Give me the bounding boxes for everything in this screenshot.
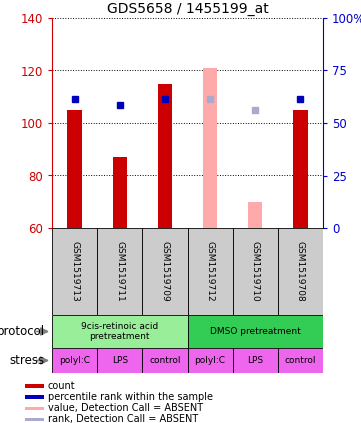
Text: GSM1519713: GSM1519713 <box>70 241 79 302</box>
Bar <box>248 202 262 228</box>
Text: polyI:C: polyI:C <box>59 356 90 365</box>
Bar <box>52 315 187 348</box>
Bar <box>158 84 172 228</box>
Bar <box>278 228 323 315</box>
Bar <box>187 315 323 348</box>
Text: 9cis-retinoic acid
pretreatment: 9cis-retinoic acid pretreatment <box>81 322 158 341</box>
Text: percentile rank within the sample: percentile rank within the sample <box>48 392 213 402</box>
Text: value, Detection Call = ABSENT: value, Detection Call = ABSENT <box>48 403 203 413</box>
Bar <box>25 418 44 421</box>
Text: GSM1519712: GSM1519712 <box>205 241 214 302</box>
Text: GSM1519710: GSM1519710 <box>251 241 260 302</box>
Text: control: control <box>149 356 180 365</box>
Bar <box>142 348 187 373</box>
Title: GDS5658 / 1455199_at: GDS5658 / 1455199_at <box>106 2 268 16</box>
Bar <box>52 348 97 373</box>
Bar <box>25 396 44 399</box>
Bar <box>97 348 142 373</box>
Bar <box>293 110 308 228</box>
Text: polyI:C: polyI:C <box>195 356 226 365</box>
Bar <box>142 228 187 315</box>
Bar <box>113 157 127 228</box>
Text: GSM1519711: GSM1519711 <box>115 241 124 302</box>
Bar <box>233 348 278 373</box>
Text: DMSO pretreatment: DMSO pretreatment <box>210 327 301 336</box>
Bar <box>278 348 323 373</box>
Text: LPS: LPS <box>112 356 128 365</box>
Text: GSM1519709: GSM1519709 <box>160 241 169 302</box>
Text: rank, Detection Call = ABSENT: rank, Detection Call = ABSENT <box>48 415 198 423</box>
Bar <box>52 228 97 315</box>
Text: count: count <box>48 381 75 391</box>
Bar <box>233 228 278 315</box>
Bar <box>25 385 44 388</box>
Bar <box>68 110 82 228</box>
Bar <box>203 68 217 228</box>
Bar <box>187 228 233 315</box>
Text: stress: stress <box>10 354 45 367</box>
Bar <box>187 348 233 373</box>
Bar <box>25 407 44 410</box>
Text: LPS: LPS <box>247 356 263 365</box>
Text: control: control <box>285 356 316 365</box>
Text: GSM1519708: GSM1519708 <box>296 241 305 302</box>
Bar <box>97 228 142 315</box>
Text: protocol: protocol <box>0 325 45 338</box>
